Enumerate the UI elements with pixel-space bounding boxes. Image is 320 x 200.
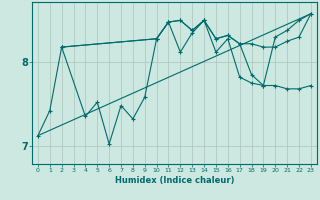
X-axis label: Humidex (Indice chaleur): Humidex (Indice chaleur): [115, 176, 234, 185]
